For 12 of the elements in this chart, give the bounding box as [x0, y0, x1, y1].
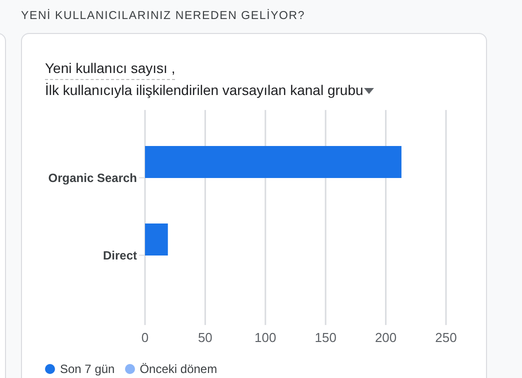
x-tick-label: 150 — [314, 330, 336, 346]
legend-label: Önceki dönem — [140, 362, 218, 376]
x-tick-label: 200 — [374, 330, 397, 346]
chart-title: YENİ KULLANICILARINIZ NEREDEN GELİYOR? — [21, 10, 306, 22]
chart-subtitle: Yeni kullanıcı sayısı , İlk kullanıcıyla ilişkilendirilen varsayılan kanal grubu — [45, 59, 364, 100]
x-tick-label: 250 — [435, 330, 457, 346]
legend-label: Son 7 gün — [60, 362, 115, 376]
x-tick-label: 100 — [254, 330, 276, 346]
y-tick-label: Organic Search — [48, 171, 137, 186]
y-tick-label: Direct — [102, 248, 137, 263]
x-tick-label: 0 — [141, 330, 149, 346]
x-tick-label: 50 — [198, 330, 212, 346]
